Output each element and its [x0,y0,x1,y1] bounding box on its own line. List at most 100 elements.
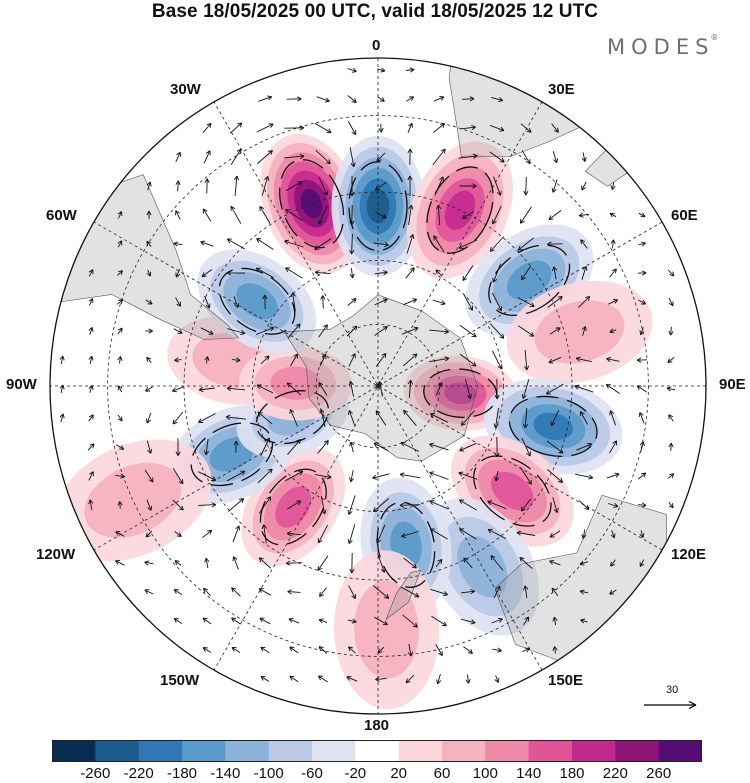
wind-vector-shaft [288,618,300,624]
wind-vector-shaft [227,238,245,250]
wind-vector [494,436,500,458]
polar-map-canvas [49,57,707,715]
page-title: Base 18/05/2025 00 UTC, valid 18/05/2025… [151,1,599,22]
brand-logo: MODES® [607,33,718,59]
wind-vector-head [175,180,181,186]
wind-vector [115,473,125,479]
wind-vector [374,616,388,626]
wind-vector [173,241,183,247]
wind-vector-shaft [490,555,504,571]
wind-vector-shaft [549,327,561,335]
wind-vector [286,531,301,537]
wind-vector [435,269,443,277]
wind-vector [349,176,355,197]
wind-vector-shaft [429,443,449,451]
wind-vector-shaft [638,242,646,246]
colorbar-tick-label: -220 [123,765,154,782]
wind-vector [375,352,387,367]
wind-vector-shaft [60,384,64,394]
wind-vector-shaft [233,296,239,308]
wind-vector-shaft [374,616,388,626]
wind-vector [260,646,270,654]
wind-vector-shaft [459,324,477,338]
wind-vector [487,528,507,539]
colorbar-swatch [52,740,96,762]
wind-vector-shaft [146,499,152,511]
wind-vector-shaft [637,504,647,506]
wind-vector-head [348,646,354,652]
wind-vector-head [349,191,355,197]
wind-vector [116,299,124,305]
wind-vector-head [581,534,587,539]
wind-vector-head [202,647,208,652]
wind-vector [581,152,587,162]
lon-label-180: 180 [364,717,390,734]
wind-vector-head [469,96,475,102]
wind-vector-shaft [205,558,209,568]
wind-vector-shaft [348,410,356,426]
wind-vector-shaft [260,646,270,654]
wind-vector-head [459,446,465,452]
wind-vector-head [347,509,353,515]
wind-vector-head [321,353,327,359]
wind-vector-head [324,97,330,103]
wind-vector [286,96,302,102]
wind-vector-shaft [575,473,593,479]
wind-vector-shaft [518,325,534,337]
wind-vector [262,294,268,310]
wind-vector-shaft [666,387,676,391]
wind-vector-head [262,294,268,300]
wind-vector [548,356,562,364]
wind-vector-shaft [202,617,212,625]
wind-vector [204,356,210,364]
wind-vector-head [641,270,647,276]
wind-vector-shaft [173,589,183,595]
wind-vector-shaft [226,470,246,482]
wind-vector-head [582,265,588,271]
wind-vector-shaft [553,616,557,626]
wind-vector [285,180,303,191]
wind-vector-head [351,98,357,103]
colorbar-swatch [528,740,573,762]
wind-vector-head [351,298,357,304]
wind-vector [145,530,153,538]
wind-vector [516,530,536,536]
wind-vector-head [412,622,418,628]
wind-vector-head [443,591,448,597]
wind-vector-head [638,412,644,418]
wind-vector-shaft [639,412,645,424]
wind-vector-shaft [461,590,475,594]
wind-vector [403,557,417,569]
wind-vector [260,355,270,365]
wind-vector-shaft [145,530,153,538]
wind-vector-head [349,249,355,255]
wind-vector-shaft [60,413,64,423]
wind-vector [144,560,154,566]
wind-vector-head [299,125,305,131]
wind-vector [605,383,620,394]
wind-vector-shaft [578,500,590,510]
wind-vector [551,179,558,193]
wind-vector-head [382,298,388,304]
wind-vector [458,471,478,480]
wind-vector [175,180,181,192]
wind-vector [609,440,618,454]
colorbar-swatch [225,740,270,762]
wind-vector-head [517,245,523,251]
wind-vector-shaft [375,677,387,681]
wind-vector-shaft [144,589,154,595]
wind-vector [403,409,417,426]
wind-vector [144,469,154,483]
wind-vector-shaft [551,123,559,133]
wind-vector-shaft [576,357,592,363]
wind-vector-shaft [314,122,332,134]
wind-vector [463,557,473,569]
wind-vector-shaft [377,646,385,654]
wind-vector [318,618,328,624]
wind-vector-shaft [548,356,562,364]
wind-vector-head [239,498,245,503]
wind-vector-shaft [175,268,181,278]
wind-vector-head [401,532,406,538]
wind-vector [318,646,328,654]
wind-vector-head [259,617,265,623]
